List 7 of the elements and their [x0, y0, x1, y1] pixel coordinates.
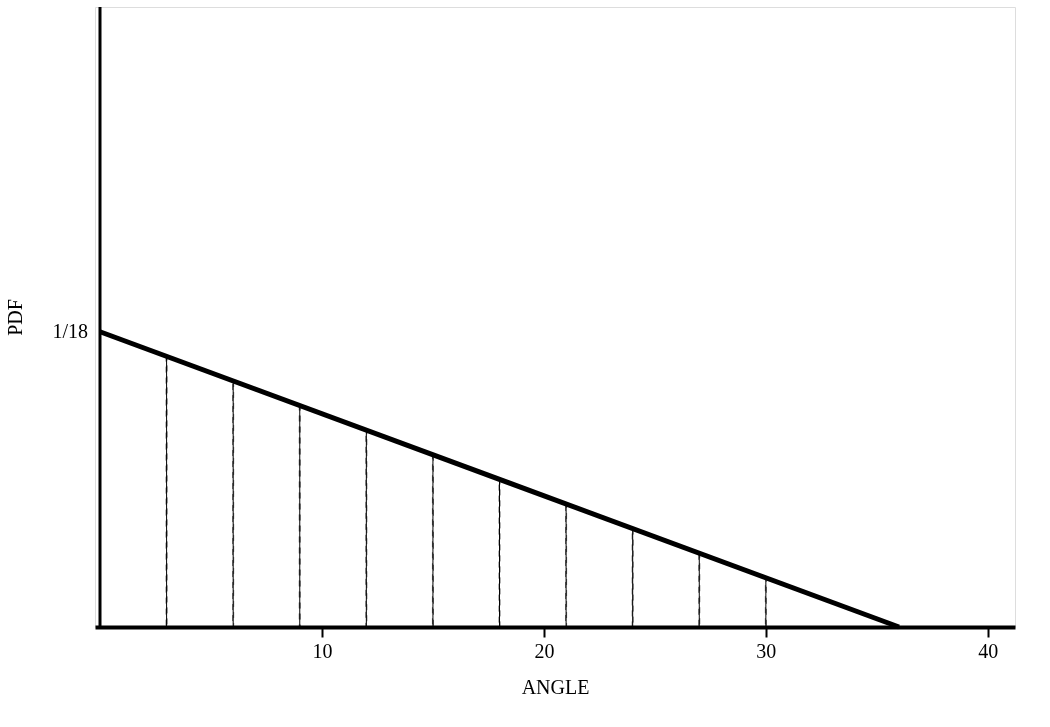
x-axis-title: ANGLE — [521, 675, 590, 698]
annotation: 1/18 — [52, 319, 88, 342]
x-tick-label: 30 — [756, 639, 777, 662]
x-tick-label: 40 — [978, 639, 999, 662]
x-tick-label: 10 — [312, 639, 333, 662]
x-tick-label: 20 — [534, 639, 555, 662]
y-axis-title: PDF — [3, 299, 26, 336]
